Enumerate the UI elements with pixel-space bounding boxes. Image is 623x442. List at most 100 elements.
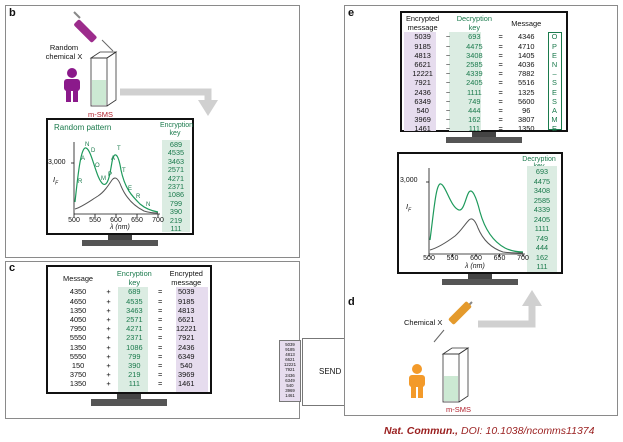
message-cell: 1350	[69, 342, 87, 352]
open-sesame-letter: P	[552, 41, 557, 51]
dkey-cell: 2585	[466, 60, 483, 70]
encrypted-cell: 4813	[178, 305, 195, 315]
dkey-cell: 162	[468, 115, 481, 125]
encryption-key-item: 111	[170, 224, 182, 234]
table-row: 5550 +2371 = 7921	[54, 333, 206, 342]
encryption-table: Message Encryption key Encrypted message 4…	[54, 269, 206, 389]
decryption-key-item: 111	[536, 262, 548, 271]
table-row: 5550 +799 = 6349	[54, 352, 206, 361]
dkey-col-bg-e	[449, 32, 481, 131]
message-cell: 7882	[517, 69, 535, 79]
table-row: 7921 − 2405 = 5516 S	[404, 78, 564, 87]
x-tick-label: 600	[110, 217, 122, 224]
message-cell: 4350	[69, 287, 87, 297]
encryption-key-item: 390	[169, 207, 183, 217]
y-tick-3000: 3,000	[48, 159, 66, 166]
encryption-key-list: 689 4535 3463 2571 4271 2371 1086 799 390 219 111	[162, 140, 190, 233]
x-tick-label: 550	[89, 217, 101, 224]
panel-c-label: c	[9, 262, 16, 274]
col-encrypted-header: Encrypted message	[167, 269, 206, 287]
dkey-cell: 4339	[466, 69, 483, 79]
operator-cell: −	[445, 106, 451, 116]
key-column-bg	[118, 287, 148, 392]
decryption-key-column: 693 4475 3408 2585 4339 2405 1111 749 444 162 111	[527, 166, 557, 272]
operator-cell: −	[445, 69, 451, 79]
equals-cell: =	[158, 296, 163, 306]
key-cell: 2371	[126, 333, 143, 343]
y-label-f-e: F	[408, 207, 412, 214]
encryption-key-item: 219	[169, 215, 183, 225]
cuvette-icon-d	[441, 347, 470, 403]
open-sesame-letter: E	[552, 124, 557, 134]
monitor-stand-e2	[468, 274, 492, 279]
send-number: 12221	[284, 362, 296, 368]
person-icon	[64, 68, 80, 102]
encrypted-cell: 7921	[178, 333, 195, 343]
operator-cell: +	[106, 342, 111, 352]
open-sesame-box	[548, 32, 562, 130]
equals-cell: =	[498, 96, 503, 106]
equals-cell: =	[498, 87, 503, 97]
encryption-key-item: 3463	[167, 156, 185, 166]
decryption-key-item: 2405	[533, 214, 551, 224]
encryption-table-header: Message Encryption key Encrypted message	[54, 269, 206, 287]
encryption-key-item: 1086	[167, 190, 185, 200]
peak-letter: O	[95, 163, 100, 169]
decryption-key-item: 2585	[533, 195, 551, 205]
decryption-key-item: 4339	[533, 205, 551, 214]
dkey-header-e-2: key	[468, 23, 481, 33]
encryption-key-item: 2371	[167, 182, 185, 192]
monitor-base-b	[82, 240, 158, 246]
decryption-key-list: 693 4475 3408 2585 4339 2405 1111 749 444 162 111	[527, 166, 557, 272]
table-row: 150 +390 = 540	[54, 361, 206, 370]
dkey-cell: 2405	[466, 78, 483, 88]
encrypted-col-bg-e	[404, 32, 436, 131]
equals-cell: =	[498, 50, 503, 60]
equals-cell: =	[498, 32, 503, 42]
message-cell: 7950	[69, 324, 87, 334]
encryption-key-item: 4535	[167, 148, 185, 158]
dkey-cell: 4475	[466, 41, 483, 51]
monitor-base-c	[91, 399, 167, 406]
decryption-key-item: 4475	[533, 176, 551, 186]
equals-cell: =	[158, 305, 163, 315]
random-pattern-title: Random pattern	[54, 123, 112, 132]
grey-spectrum-line-e	[429, 218, 524, 254]
table-row: 12221 − 4339 = 7882 –	[404, 69, 564, 78]
equals-cell: =	[498, 41, 503, 51]
syringe-icon-d	[433, 301, 473, 343]
encrypted-cell: 7921	[414, 78, 431, 88]
peak-letter: D	[91, 148, 96, 154]
syringe-icon	[73, 11, 114, 52]
dkey-cell: 693	[468, 32, 481, 42]
col-key-header: Encryption key	[115, 269, 154, 287]
enc-key-header-1: Encryption	[160, 122, 194, 129]
encrypted-cell: 6349	[178, 351, 195, 361]
spectrum-chart-e	[426, 168, 525, 257]
encrypted-cell: 12221	[176, 324, 197, 334]
open-sesame-letter: S	[552, 96, 557, 106]
open-sesame-letter: N	[551, 60, 558, 70]
peak-letter: P	[108, 172, 112, 178]
message-cell: 4050	[69, 315, 87, 325]
col-encrypted-header-e: Encrypted message	[404, 14, 441, 32]
send-number: 540	[286, 382, 294, 388]
operator-cell: +	[106, 315, 111, 325]
message-cell: 1350	[69, 379, 87, 389]
key-cell: 689	[128, 287, 141, 297]
x-tick-label: 650	[131, 217, 143, 224]
equals-cell: =	[158, 351, 163, 361]
table-row: 3969 − 162 = 3807 M	[404, 115, 564, 124]
open-sesame-letter: E	[552, 87, 557, 97]
cuvette-icon	[89, 51, 118, 107]
equals-cell: =	[158, 333, 163, 343]
message-cell: 5516	[517, 78, 535, 88]
msms-label-d: m-SMS	[446, 405, 471, 414]
encryption-key-item: 689	[169, 140, 183, 149]
table-row: 5039 − 693 = 4346 O	[404, 32, 564, 41]
enc-header-e-1: Encrypted	[406, 14, 440, 23]
key-header-2: key	[128, 278, 141, 288]
send-label: SEND	[319, 367, 342, 376]
encrypted-cell: 2436	[178, 342, 195, 352]
chemical-label-line1: Random	[49, 43, 79, 52]
